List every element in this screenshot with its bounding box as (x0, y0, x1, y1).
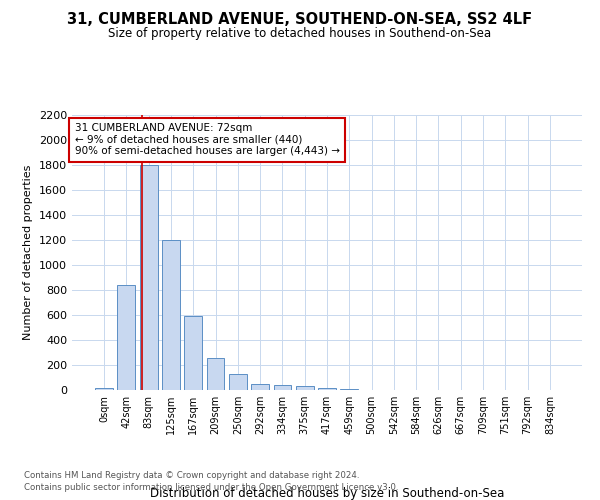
Bar (296, 386, 314, 390)
Bar (118, 285, 136, 390)
Bar (229, 374, 247, 390)
Bar (318, 388, 336, 390)
Text: 31 CUMBERLAND AVENUE: 72sqm
← 9% of detached houses are smaller (440)
90% of sem: 31 CUMBERLAND AVENUE: 72sqm ← 9% of deta… (74, 123, 340, 156)
Bar (251, 384, 269, 390)
Text: Contains HM Land Registry data © Crown copyright and database right 2024.: Contains HM Land Registry data © Crown c… (24, 471, 359, 480)
Text: 31, CUMBERLAND AVENUE, SOUTHEND-ON-SEA, SS2 4LF: 31, CUMBERLAND AVENUE, SOUTHEND-ON-SEA, … (67, 12, 533, 28)
Bar (140, 165, 158, 390)
Bar (206, 358, 224, 390)
Bar (184, 316, 202, 390)
Text: Size of property relative to detached houses in Southend-on-Sea: Size of property relative to detached ho… (109, 28, 491, 40)
Bar (162, 240, 180, 390)
Bar (274, 385, 292, 390)
Bar (340, 389, 358, 390)
Y-axis label: Number of detached properties: Number of detached properties (23, 165, 34, 340)
Text: Contains public sector information licensed under the Open Government Licence v3: Contains public sector information licen… (24, 484, 398, 492)
Bar (95, 388, 113, 390)
X-axis label: Distribution of detached houses by size in Southend-on-Sea: Distribution of detached houses by size … (150, 487, 504, 500)
